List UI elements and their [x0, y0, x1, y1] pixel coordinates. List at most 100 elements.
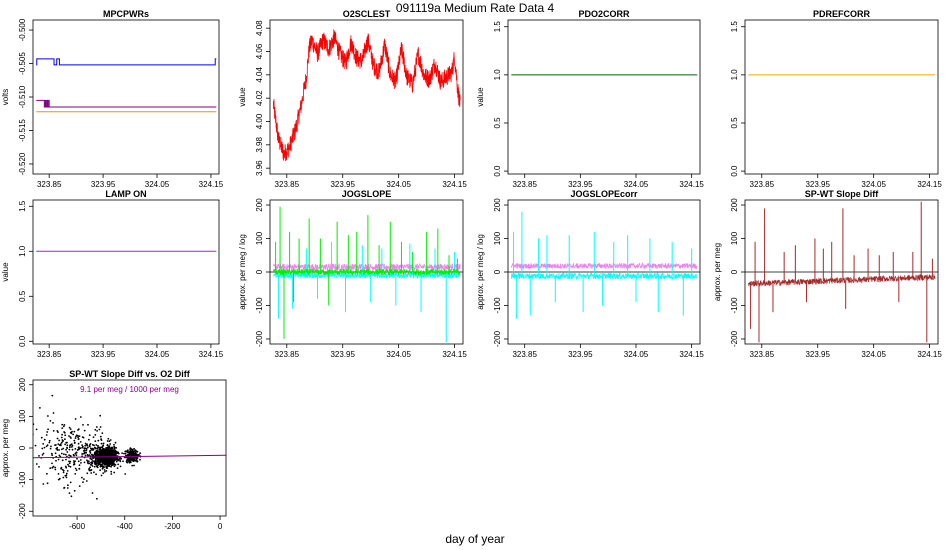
x-tick-label-jogslope: 323.85 [275, 350, 300, 359]
scatter-point [58, 477, 61, 480]
x-tick-label-jogslope: 324.05 [386, 350, 411, 359]
scatter-point [58, 439, 60, 442]
scatter-point [115, 453, 117, 456]
scatter-point [73, 461, 75, 464]
scatter-point [99, 414, 102, 417]
scatter-point [105, 457, 107, 460]
y-tick-label-jogslopecorr: 200 [493, 198, 502, 212]
scatter-point [97, 461, 100, 463]
x-tick-label-pdrefcorr: 324.05 [861, 180, 886, 189]
scatter-point [121, 452, 123, 454]
scatter-point [108, 461, 111, 464]
y-tick-label-spwt: 200 [730, 198, 739, 212]
scatter-point [73, 463, 76, 466]
y-axis-label-mpcpwrs: volts [1, 89, 10, 105]
scatter-point [136, 450, 139, 453]
scatter-point [40, 436, 43, 439]
y-tick-label-lampon: 1.5 [18, 200, 27, 212]
scatter-point [52, 430, 55, 432]
scatter-point [89, 447, 92, 450]
scatter-point [92, 448, 95, 451]
scatter-point [52, 412, 55, 414]
scatter-point [77, 436, 79, 439]
scatter-point [83, 429, 86, 432]
scatter-point [99, 460, 102, 463]
y-tick-label-spwt_vs_o2: 100 [18, 409, 27, 423]
fit-annotation: 9.1 per meg / 1000 per meg [80, 385, 179, 394]
scatter-point [100, 442, 103, 445]
scatter-point [81, 436, 84, 438]
scatter-point [62, 476, 65, 479]
series-o2sclest-0 [273, 29, 461, 162]
scatter-point [131, 464, 134, 467]
scatter-point [94, 440, 97, 442]
scatter-point [96, 454, 99, 457]
scatter-point [83, 478, 85, 480]
scatter-point [73, 439, 76, 442]
x-tick-label-pdo2corr: 324.15 [679, 180, 704, 189]
scatter-point [99, 464, 102, 466]
scatter-point [138, 453, 140, 456]
fit-line [33, 454, 226, 459]
scatter-point [64, 438, 66, 441]
scatter-point [129, 452, 132, 455]
y-tick-label-spwt: 0 [730, 269, 739, 274]
scatter-point [71, 448, 74, 451]
scatter-point [139, 452, 142, 455]
panel-title-o2sclest: O2SCLEST [343, 9, 391, 19]
x-tick-label-jogslope: 323.95 [330, 350, 355, 359]
panel-title-spwt_vs_o2: SP-WT Slope Diff vs. O2 Diff [69, 369, 191, 379]
scatter-point [105, 470, 108, 472]
scatter-point [68, 448, 71, 451]
panel-title-jogslope: JOGSLOPE [342, 189, 392, 199]
x-tick-label-mpcpwrs: 324.05 [145, 180, 170, 189]
scatter-point [119, 457, 122, 460]
x-tick-label-pdrefcorr: 323.95 [805, 180, 830, 189]
scatter-point [42, 452, 45, 455]
panel-frame-o2sclest [269, 19, 464, 175]
x-tick-label-o2sclest: 324.15 [442, 180, 467, 189]
panel-o2sclest: O2SCLEST value 323.85 323.95 324.05 324.15 3.9… [238, 9, 467, 189]
scatter-point [107, 453, 110, 456]
x-tick-label-jogslope: 324.15 [442, 350, 467, 359]
scatter-point [55, 447, 58, 450]
scatter-point [100, 474, 103, 477]
scatter-point [62, 471, 65, 474]
y-tick-label-o2sclest: 3.96 [255, 160, 264, 176]
scatter-point [122, 460, 124, 463]
scatter-point [109, 452, 112, 455]
scatter-point [69, 481, 72, 484]
y-tick-label-pdo2corr: 0.0 [493, 165, 502, 177]
scatter-point [51, 454, 54, 457]
scatter-point [34, 444, 37, 447]
scatter-point [77, 429, 79, 431]
y-tick-label-jogslope: 0 [255, 269, 264, 274]
scatter-point [130, 448, 133, 451]
scatter-point [35, 428, 38, 431]
y-axis-label-spwt: approx. per meg [713, 243, 722, 301]
y-tick-label-mpcpwrs: -0.500 [18, 18, 27, 41]
scatter-point [79, 416, 82, 418]
scatter-point [123, 452, 125, 455]
scatter-point [41, 454, 44, 456]
scatter-point [95, 453, 97, 455]
scatter-point [65, 472, 68, 475]
scatter-point [57, 443, 60, 445]
panel-frame-mpcpwrs [32, 19, 220, 175]
scatter-point [106, 444, 109, 446]
x-tick-label-spwt: 323.85 [750, 350, 775, 359]
scatter-point [113, 463, 115, 466]
scatter-point [77, 438, 80, 440]
scatter-point [102, 442, 105, 445]
scatter-point [62, 425, 65, 428]
scatter-point [74, 473, 77, 475]
scatter-point [107, 449, 110, 451]
panel-title-jogslopecorr: JOGSLOPEcorr [570, 189, 638, 199]
scatter-point [101, 464, 103, 467]
y-tick-label-o2sclest: 4.08 [255, 20, 264, 36]
scatter-point [65, 458, 67, 461]
scatter-point [81, 444, 83, 446]
scatter-point [91, 461, 93, 464]
scatter-point [96, 466, 99, 469]
panel-pdo2corr: PDO2CORR value 323.85 323.95 324.05 324.15 0.0… [476, 9, 704, 189]
